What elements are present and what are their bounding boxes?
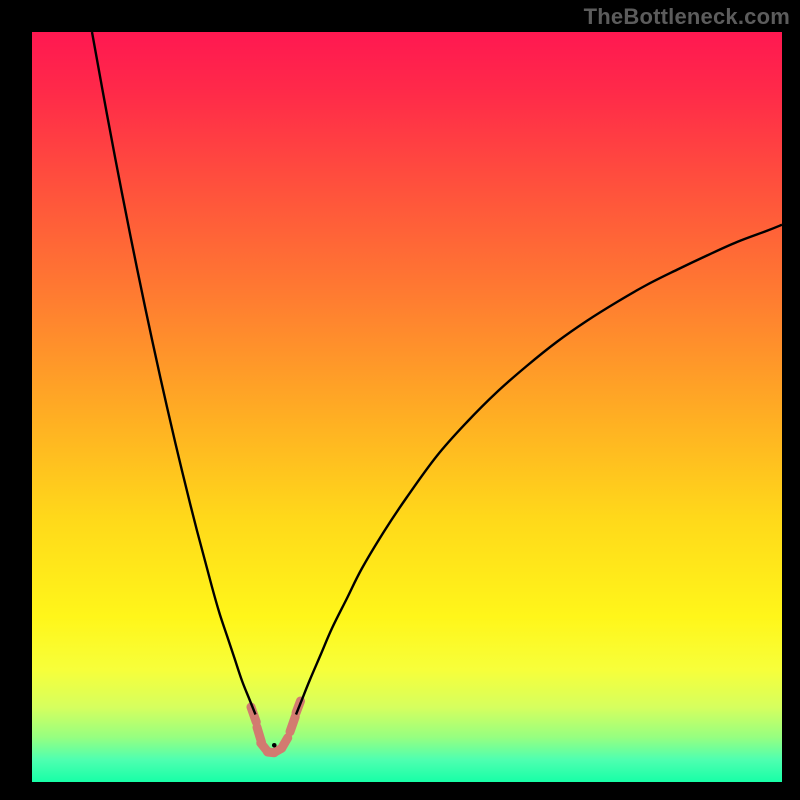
gradient-background [32,32,782,782]
chart-container: { "attribution": "TheBottleneck.com", "a… [0,0,800,800]
frame-left [0,0,32,800]
frame-bottom [0,782,800,800]
attribution-text: TheBottleneck.com [584,4,790,30]
plot-svg [32,32,782,782]
plot-area [32,32,782,782]
frame-right [782,0,800,800]
minimum-dot [272,743,277,748]
